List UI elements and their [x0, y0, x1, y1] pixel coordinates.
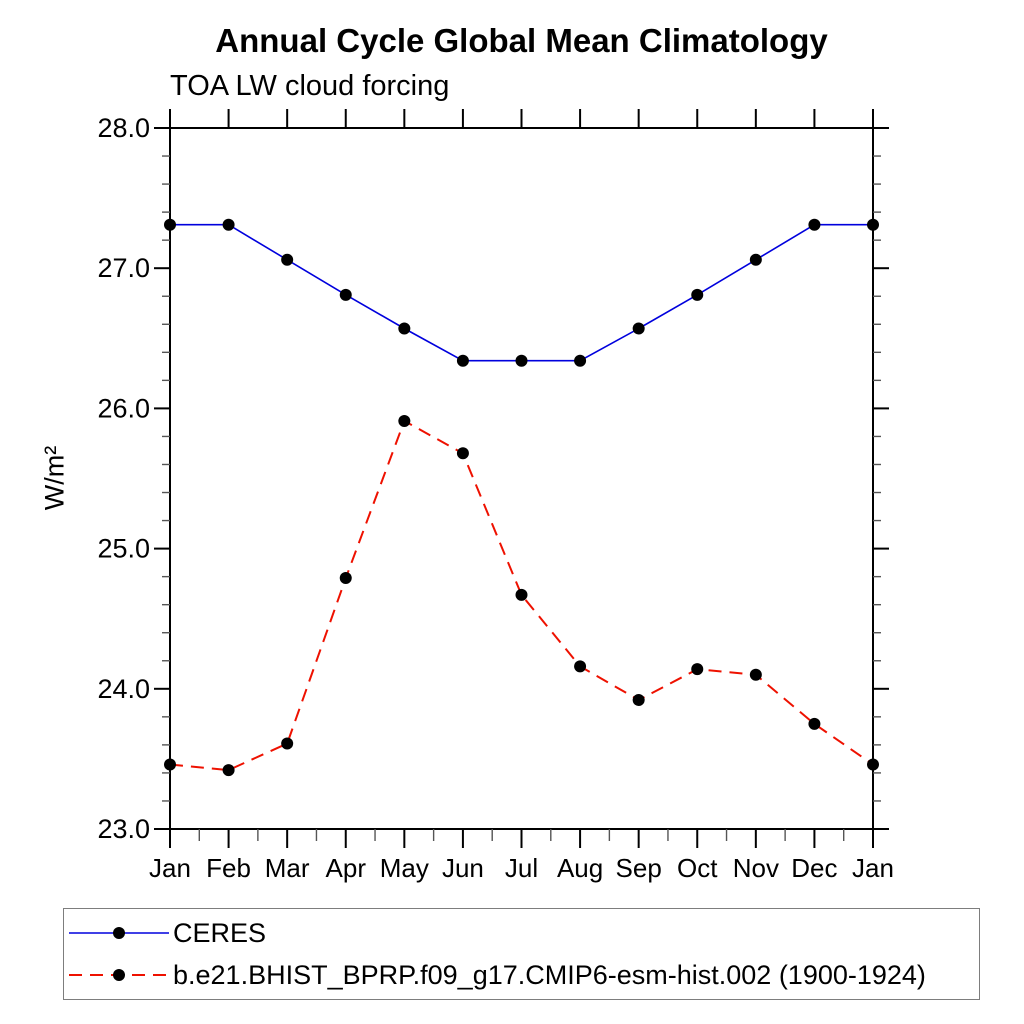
data-point — [515, 588, 528, 601]
data-point — [632, 322, 645, 335]
y-tick-label: 27.0 — [97, 253, 150, 283]
y-tick-label: 23.0 — [97, 814, 150, 844]
data-point — [515, 354, 528, 367]
x-tick-label: Mar — [265, 853, 310, 883]
legend-line-sample — [69, 969, 169, 981]
x-tick-label: Dec — [791, 853, 837, 883]
data-point — [281, 737, 294, 750]
y-tick-label: 25.0 — [97, 534, 150, 564]
x-tick-label: Jan — [852, 853, 894, 883]
legend-item: b.e21.BHIST_BPRP.f09_g17.CMIP6-esm-hist.… — [64, 954, 979, 996]
data-point — [398, 322, 411, 335]
data-point — [222, 218, 235, 231]
x-tick-label: Jan — [149, 853, 191, 883]
data-point — [808, 218, 821, 231]
data-point — [867, 758, 879, 771]
x-tick-label: Nov — [733, 853, 779, 883]
data-point — [164, 218, 176, 231]
y-tick-label: 26.0 — [97, 393, 150, 423]
data-point — [632, 694, 645, 707]
y-tick-label: 24.0 — [97, 674, 150, 704]
x-tick-label: Aug — [557, 853, 603, 883]
chart-subtitle: TOA LW cloud forcing — [170, 70, 450, 102]
data-point — [339, 288, 352, 301]
x-tick-label: Feb — [206, 853, 251, 883]
legend-item: CERES — [64, 912, 979, 954]
x-tick-label: Jul — [505, 853, 538, 883]
legend-marker — [113, 927, 125, 939]
x-tick-label: Apr — [326, 853, 367, 883]
chart-title: Annual Cycle Global Mean Climatology — [215, 22, 828, 59]
data-point — [456, 447, 469, 460]
legend: CERES b.e21.BHIST_BPRP.f09_g17.CMIP6-esm-… — [63, 908, 980, 1000]
legend-marker — [113, 969, 125, 981]
series-line-ceres — [170, 223, 873, 362]
legend-item-label: b.e21.BHIST_BPRP.f09_g17.CMIP6-esm-hist.… — [173, 959, 926, 990]
plot-frame — [169, 127, 874, 830]
data-point — [281, 253, 294, 266]
data-point — [691, 663, 704, 676]
data-point — [749, 668, 762, 681]
data-point — [222, 764, 235, 777]
data-point — [574, 660, 587, 673]
x-tick-label: Sep — [616, 853, 662, 883]
data-point — [749, 253, 762, 266]
data-point — [691, 288, 704, 301]
x-tick-label: Jun — [442, 853, 484, 883]
data-point — [339, 572, 352, 585]
x-tick-label: Oct — [677, 853, 718, 883]
data-point — [164, 758, 176, 771]
data-point — [398, 415, 411, 428]
data-point — [808, 717, 821, 730]
legend-line-sample — [69, 927, 169, 939]
data-point — [456, 354, 469, 367]
legend-item-label: CERES — [173, 917, 267, 948]
x-tick-label: May — [380, 853, 429, 883]
data-point — [574, 354, 587, 367]
data-point — [867, 218, 879, 231]
y-tick-label: 28.0 — [97, 113, 150, 143]
